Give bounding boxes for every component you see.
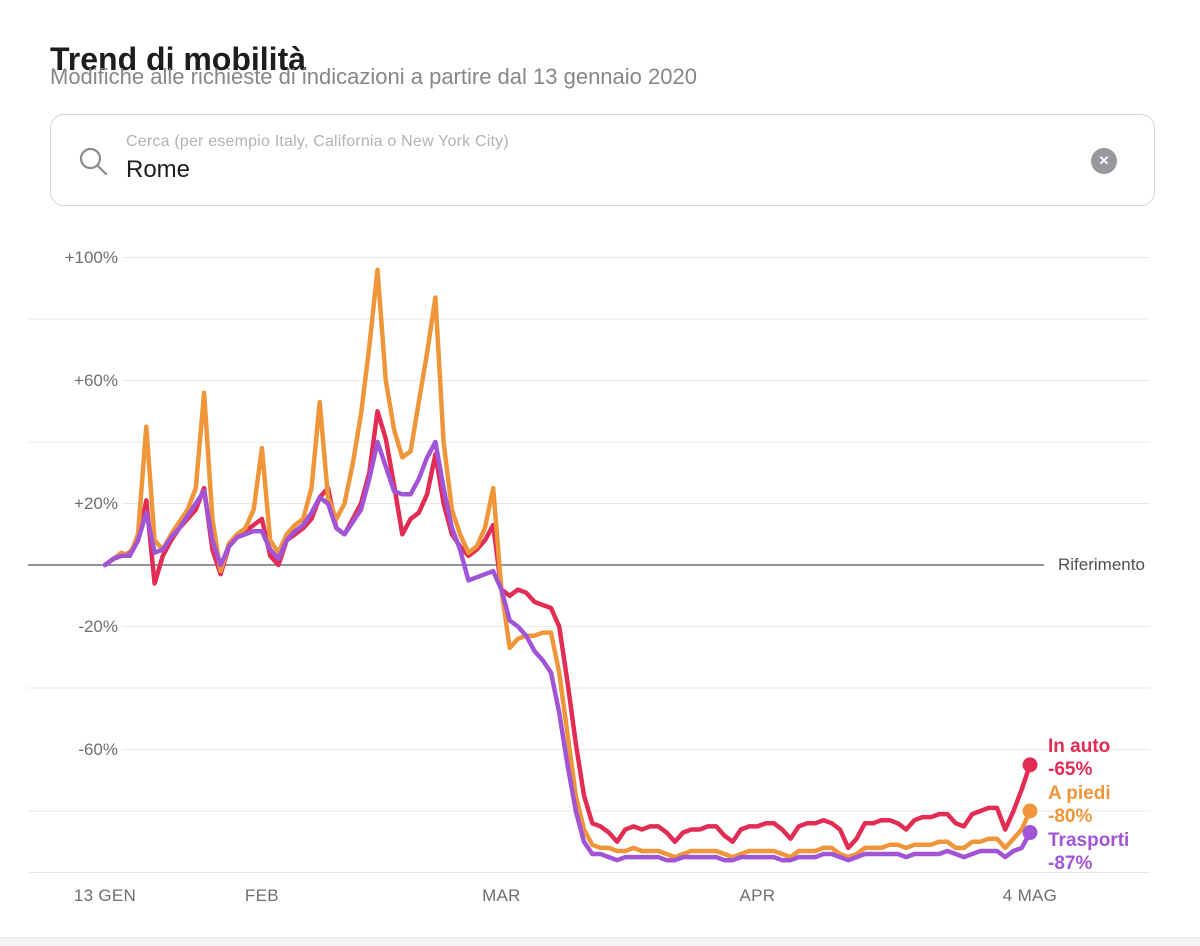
x-axis-tick: 4 MAG bbox=[1002, 886, 1058, 905]
x-axis-tick: APR bbox=[739, 886, 776, 905]
y-axis-tick: -60% bbox=[78, 739, 118, 759]
search-box[interactable]: Cerca (per esempio Italy, California o N… bbox=[50, 114, 1155, 206]
y-axis-tick: +100% bbox=[64, 247, 118, 267]
legend-series-value: -80% bbox=[1048, 806, 1093, 827]
series-endpoint-a-piedi bbox=[1022, 803, 1038, 819]
magnifier-icon bbox=[79, 147, 108, 176]
series-line-trasporti bbox=[102, 439, 1033, 863]
legend-entry-a-piedi: A piedi -80% bbox=[1048, 782, 1129, 828]
search-input[interactable] bbox=[124, 155, 928, 185]
baseline-label: Riferimento bbox=[1058, 555, 1145, 574]
legend-series-value: -65% bbox=[1048, 759, 1093, 780]
legend-series-value: -87% bbox=[1048, 853, 1093, 874]
page-title: Trend di mobilità bbox=[50, 41, 307, 78]
series-line-in-auto bbox=[102, 409, 1033, 851]
section-divider bbox=[0, 937, 1200, 946]
clear-search-button[interactable]: ✕ bbox=[1091, 148, 1117, 174]
x-axis-tick: FEB bbox=[244, 886, 279, 905]
close-icon: ✕ bbox=[1098, 153, 1110, 168]
series-line-a-piedi bbox=[102, 267, 1033, 860]
legend-series-name: A piedi bbox=[1048, 783, 1111, 804]
page-subtitle: Modifiche alle richieste di indicazioni … bbox=[50, 64, 697, 89]
chart-legend: In auto -65% A piedi -80% Trasporti -87% bbox=[1048, 735, 1129, 876]
legend-series-name: Trasporti bbox=[1048, 830, 1130, 851]
x-axis-tick: MAR bbox=[482, 886, 521, 905]
series-endpoint-trasporti bbox=[1022, 825, 1038, 841]
y-axis-tick: +60% bbox=[74, 370, 118, 390]
y-axis-tick: -20% bbox=[78, 616, 118, 636]
legend-entry-trasporti: Trasporti -87% bbox=[1048, 829, 1129, 875]
legend-entry-in-auto: In auto -65% bbox=[1048, 735, 1129, 781]
search-placeholder-label: Cerca (per esempio Italy, California o N… bbox=[126, 133, 509, 150]
y-axis-tick: +20% bbox=[74, 493, 118, 513]
series-endpoint-in-auto bbox=[1022, 757, 1038, 773]
x-axis-tick: 13 GEN bbox=[73, 886, 137, 905]
legend-series-name: In auto bbox=[1048, 736, 1111, 757]
